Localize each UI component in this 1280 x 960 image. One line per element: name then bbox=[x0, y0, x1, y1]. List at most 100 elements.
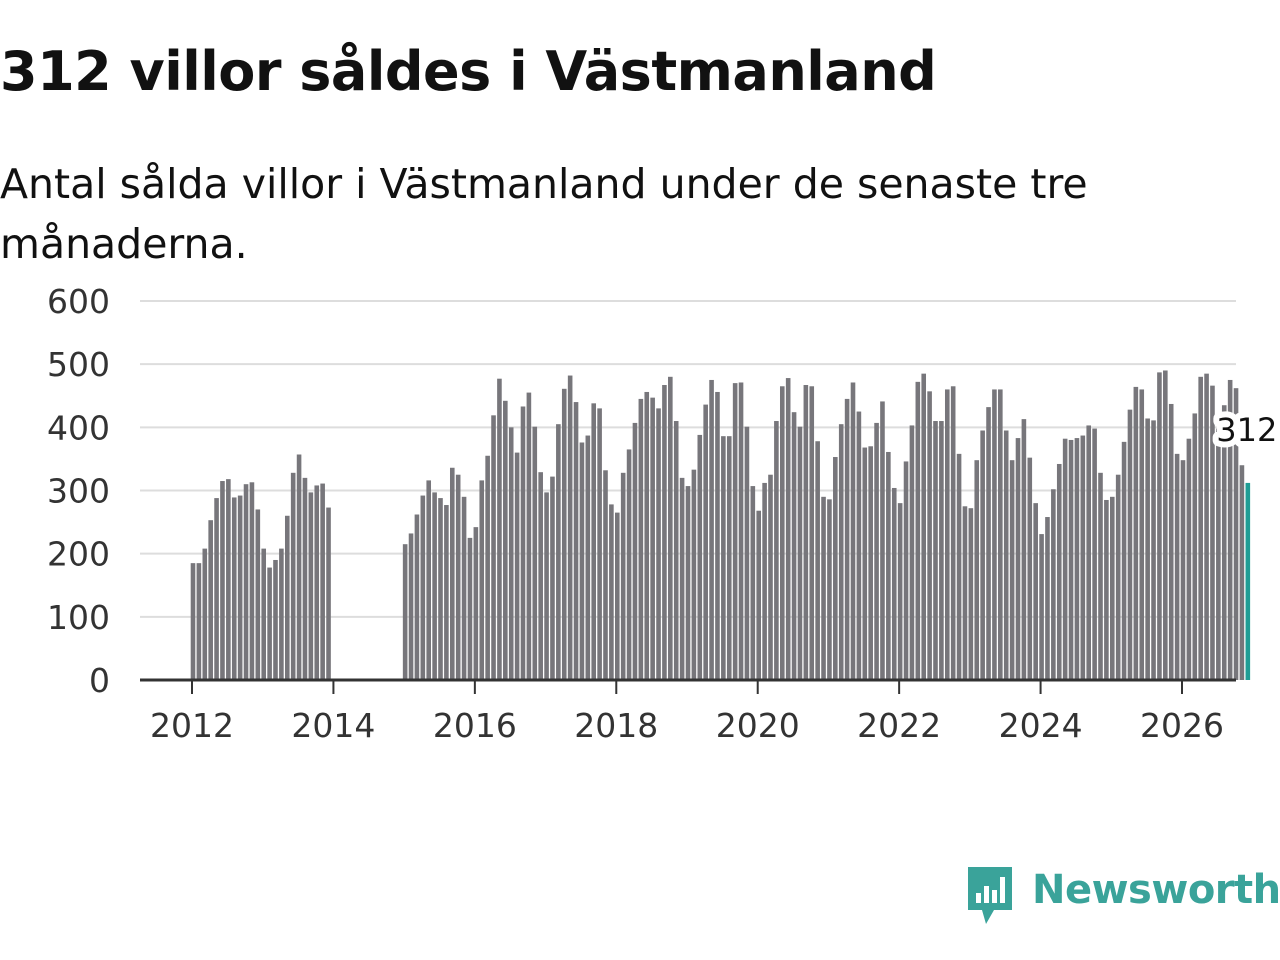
bar bbox=[1015, 438, 1021, 680]
bar bbox=[1216, 428, 1221, 680]
bar bbox=[909, 425, 915, 680]
bar bbox=[732, 383, 738, 680]
bar bbox=[803, 385, 809, 680]
bar bbox=[827, 499, 832, 680]
bar bbox=[1098, 472, 1103, 680]
bar bbox=[797, 426, 803, 680]
bar bbox=[514, 452, 520, 680]
bar bbox=[438, 498, 443, 680]
bar bbox=[1221, 405, 1227, 680]
bar bbox=[709, 379, 714, 680]
bar bbox=[314, 485, 320, 680]
bar bbox=[668, 376, 673, 680]
bar bbox=[243, 484, 249, 680]
bar bbox=[774, 421, 779, 680]
bar bbox=[779, 386, 785, 680]
x-tick-label: 2024 bbox=[999, 706, 1083, 745]
x-axis-ticks: 2012 2014 2016 2018 2020 2022 2024 2026 bbox=[150, 680, 1224, 745]
bar bbox=[638, 398, 644, 680]
bar bbox=[503, 400, 508, 680]
bar bbox=[891, 487, 897, 680]
bar bbox=[850, 382, 856, 680]
bar bbox=[1186, 438, 1192, 680]
bar bbox=[762, 482, 767, 680]
bar bbox=[1092, 428, 1097, 680]
bar bbox=[815, 441, 820, 680]
bar bbox=[603, 470, 608, 680]
bar bbox=[1021, 419, 1027, 680]
bar bbox=[980, 430, 985, 680]
highlight-label-halo: 312 bbox=[1216, 411, 1277, 449]
bar bbox=[927, 391, 932, 680]
bar bbox=[237, 495, 243, 680]
bar bbox=[962, 506, 968, 680]
bar bbox=[491, 415, 496, 680]
bar bbox=[444, 505, 449, 680]
bar bbox=[703, 404, 708, 680]
bar bbox=[1151, 420, 1156, 680]
bar bbox=[644, 391, 650, 680]
bar bbox=[1104, 499, 1109, 680]
bar bbox=[485, 455, 490, 680]
newsworthy-logo[interactable]: Newsworthy bbox=[964, 864, 1280, 930]
x-tick-label: 2026 bbox=[1140, 706, 1224, 745]
bar bbox=[402, 544, 408, 680]
bar bbox=[1062, 438, 1068, 680]
bar bbox=[656, 408, 661, 680]
bar bbox=[609, 504, 614, 680]
bar bbox=[1121, 441, 1127, 680]
y-tick-label: 300 bbox=[47, 472, 110, 511]
bar bbox=[473, 527, 479, 680]
bar bbox=[467, 537, 473, 680]
bar bbox=[567, 375, 573, 680]
bar bbox=[538, 472, 543, 680]
bar bbox=[956, 453, 962, 680]
bar bbox=[614, 512, 620, 680]
bar bbox=[508, 427, 514, 680]
bar bbox=[1086, 425, 1092, 680]
bar bbox=[1080, 435, 1086, 680]
bar bbox=[544, 492, 549, 680]
bar bbox=[408, 533, 414, 680]
bar bbox=[231, 497, 237, 680]
bar bbox=[632, 422, 638, 680]
bar bbox=[933, 421, 938, 680]
bar bbox=[738, 382, 744, 680]
bar bbox=[479, 480, 485, 680]
bar bbox=[279, 548, 284, 680]
bar bbox=[791, 412, 797, 680]
bar bbox=[626, 449, 632, 680]
bar bbox=[721, 436, 726, 680]
bar bbox=[1163, 370, 1168, 680]
bar bbox=[844, 398, 850, 680]
bar bbox=[308, 492, 314, 680]
bar bbox=[750, 486, 756, 680]
bar bbox=[650, 397, 655, 680]
bar bbox=[1074, 438, 1080, 680]
bar bbox=[1168, 403, 1174, 680]
chart-subtitle: Antal sålda villor i Västmanland under d… bbox=[0, 160, 1088, 268]
x-tick-label: 2014 bbox=[291, 706, 375, 745]
bar bbox=[497, 378, 502, 680]
bar bbox=[1139, 389, 1145, 680]
bar bbox=[809, 386, 815, 680]
bar bbox=[1009, 460, 1015, 680]
chart-title: 312 villor såldes i Västmanland bbox=[0, 40, 937, 103]
bar bbox=[284, 515, 290, 680]
bar bbox=[226, 479, 231, 680]
bar bbox=[939, 421, 944, 680]
bar bbox=[756, 510, 762, 680]
bar bbox=[821, 496, 826, 680]
bar bbox=[556, 424, 561, 680]
bar bbox=[1227, 379, 1233, 680]
bar bbox=[986, 407, 991, 680]
bar bbox=[585, 435, 591, 680]
x-tick-label: 2012 bbox=[150, 706, 234, 745]
bar bbox=[532, 426, 538, 680]
bar bbox=[1204, 373, 1209, 680]
bar-chart: 0 100 200 300 400 500 600 2012 2014 2016 2018 2020… bbox=[47, 282, 1280, 745]
bar bbox=[202, 548, 208, 680]
y-tick-label: 0 bbox=[89, 661, 110, 700]
bar bbox=[255, 509, 261, 680]
